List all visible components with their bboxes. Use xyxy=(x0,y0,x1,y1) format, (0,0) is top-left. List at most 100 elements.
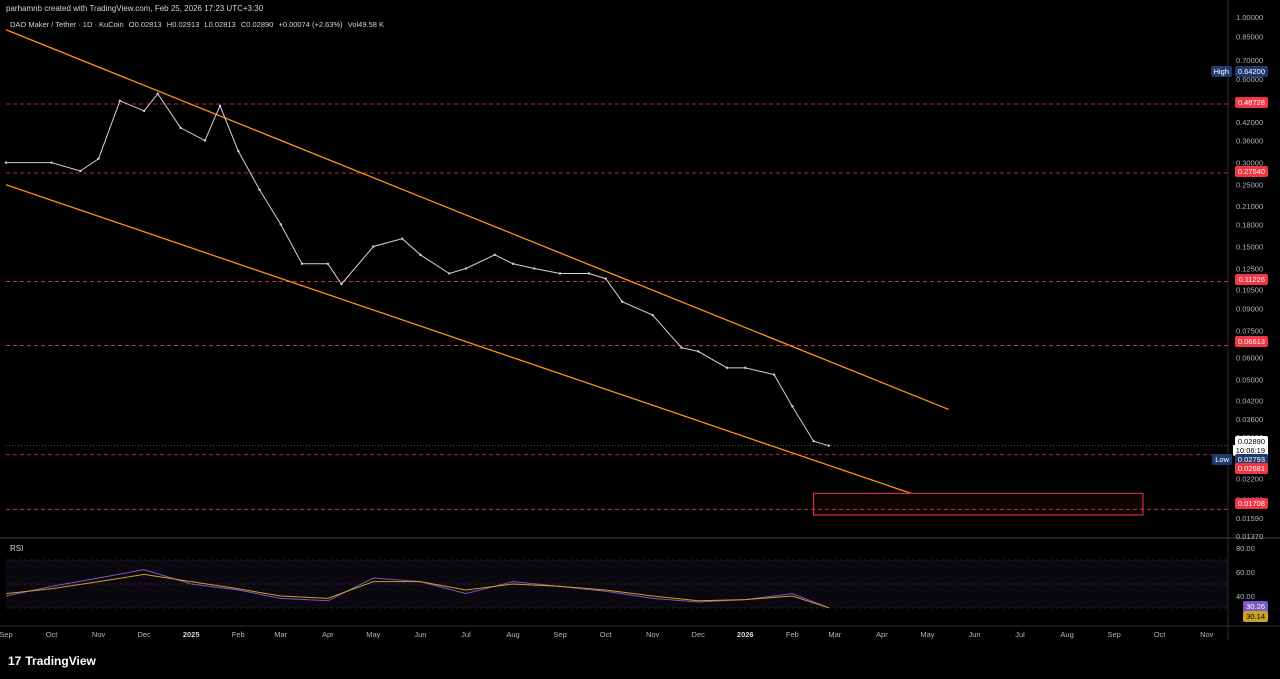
price-tick-7: 0.30000 xyxy=(1236,159,1263,168)
price-point-36 xyxy=(827,444,830,447)
price-point-1 xyxy=(50,161,53,164)
price-point-22 xyxy=(511,262,515,266)
price-point-10 xyxy=(237,149,240,153)
time-tick-9: Jun xyxy=(414,630,426,639)
price-point-35 xyxy=(812,439,815,443)
low-label: Low xyxy=(1212,454,1232,465)
tradingview-logo-icon: 17 xyxy=(8,654,22,668)
time-tick-26: Nov xyxy=(1200,630,1214,639)
rsi-pane: 80.00 60.00 40.00 xyxy=(5,544,1255,609)
price-tick-16: 0.06000 xyxy=(1236,353,1263,362)
time-tick-20: May xyxy=(920,630,934,639)
price-point-3 xyxy=(97,157,100,160)
time-tick-21: Jun xyxy=(968,630,980,639)
price-point-12 xyxy=(279,223,282,226)
price-tick-25: 0.01370 xyxy=(1236,532,1263,541)
price-tick-1: 0.85000 xyxy=(1236,33,1263,42)
price-tick-17: 0.05000 xyxy=(1236,375,1263,384)
price-point-9 xyxy=(218,104,222,107)
price-point-31 xyxy=(725,366,729,370)
target-zone-rect xyxy=(813,492,1144,516)
time-tick-1: Oct xyxy=(46,630,59,639)
price-tick-10: 0.18000 xyxy=(1236,220,1263,229)
legend-volume: Vol49.58 K xyxy=(347,20,385,29)
price-point-20 xyxy=(464,267,468,270)
price-point-25 xyxy=(587,272,591,275)
symbol-legend: DAO Maker / Tether · 1D · KuCoin O0.0281… xyxy=(10,20,387,29)
price-tick-3: 0.60000 xyxy=(1236,75,1263,84)
price-point-23 xyxy=(533,267,536,270)
time-tick-12: Sep xyxy=(553,630,566,639)
price-point-7 xyxy=(179,126,182,130)
price-channel xyxy=(5,29,949,494)
price-point-21 xyxy=(493,253,496,257)
rsi-tick-1: 60.00 xyxy=(1236,568,1255,577)
time-tick-6: Mar xyxy=(274,630,287,639)
price-point-34 xyxy=(791,405,794,408)
time-tick-25: Oct xyxy=(1154,630,1167,639)
tradingview-footer[interactable]: 17 TradingView xyxy=(8,654,96,668)
target-zone xyxy=(813,492,1144,516)
price-tick-14: 0.09000 xyxy=(1236,304,1263,313)
high-label: High xyxy=(1210,66,1232,77)
legend-open: O0.02813 xyxy=(128,20,162,29)
legend-high: H0.02913 xyxy=(166,20,200,29)
level-tag-4: 0.06613 xyxy=(1234,336,1268,347)
price-point-18 xyxy=(419,253,422,257)
price-tick-0: 1.00000 xyxy=(1236,13,1263,22)
level-tag-6: 0.01708 xyxy=(1234,498,1268,509)
price-tick-18: 0.04200 xyxy=(1236,396,1263,405)
price-point-8 xyxy=(203,139,207,142)
price-tick-15: 0.07500 xyxy=(1236,326,1263,335)
rsi-ma-line xyxy=(5,573,829,609)
time-tick-24: Sep xyxy=(1107,630,1120,639)
time-tick-3: Dec xyxy=(137,630,151,639)
symbol-name[interactable]: DAO Maker / Tether · 1D · KuCoin xyxy=(10,20,124,29)
price-point-27 xyxy=(621,300,624,303)
price-point-11 xyxy=(258,188,261,191)
time-tick-14: Nov xyxy=(646,630,660,639)
price-line xyxy=(6,92,829,447)
low-value: 0.02793 xyxy=(1234,454,1268,465)
time-tick-2: Nov xyxy=(92,630,106,639)
price-tick-22: 0.02200 xyxy=(1236,475,1263,484)
channel-upper-line xyxy=(5,29,949,411)
price-tick-2: 0.70000 xyxy=(1236,56,1263,65)
countdown-tag: 10:06:19 xyxy=(1232,445,1268,456)
time-tick-18: Mar xyxy=(828,630,841,639)
price-point-26 xyxy=(604,277,607,280)
price-tick-13: 0.10500 xyxy=(1236,286,1263,295)
level-lines xyxy=(6,103,1228,510)
price-tick-8: 0.25000 xyxy=(1236,181,1263,190)
level-tag-5: 0.02681 xyxy=(1234,463,1268,474)
price-point-4 xyxy=(118,99,122,103)
legend-change: +0.00074 (+2.63%) xyxy=(278,20,343,29)
price-point-32 xyxy=(744,366,747,370)
time-tick-8: May xyxy=(366,630,380,639)
rsi-ma-value-tag: 30.14 xyxy=(1243,611,1268,622)
price-tick-9: 0.21000 xyxy=(1236,202,1263,211)
price-point-6 xyxy=(156,92,160,96)
price-point-24 xyxy=(558,272,562,275)
level-tag-1: 0.48728 xyxy=(1234,97,1268,108)
rsi-value-tag: 30.26 xyxy=(1243,601,1268,612)
price-point-13 xyxy=(300,262,304,266)
price-tick-5: 0.42000 xyxy=(1236,118,1263,127)
time-tick-4: 2025 xyxy=(183,630,200,639)
chart-header: parhamnb created with TradingView.com, F… xyxy=(0,0,1280,16)
price-point-14 xyxy=(326,262,330,266)
price-point-29 xyxy=(680,346,683,349)
rsi-title: RSI xyxy=(10,544,24,553)
price-point-19 xyxy=(448,272,451,275)
price-point-28 xyxy=(651,314,654,317)
current-price-tag: 0.02890 xyxy=(1234,436,1268,447)
time-tick-10: Jul xyxy=(461,630,471,639)
time-tick-15: Dec xyxy=(692,630,706,639)
price-point-0 xyxy=(4,161,8,164)
price-tick-19: 0.03600 xyxy=(1236,415,1263,424)
time-axis: Sep Oct Nov Dec 2025 Feb Mar Apr May Jun Jul Aug Sep… xyxy=(0,630,1214,639)
price-tick-6: 0.36000 xyxy=(1236,137,1263,146)
time-tick-16: 2026 xyxy=(737,630,754,639)
time-tick-17: Feb xyxy=(786,630,799,639)
